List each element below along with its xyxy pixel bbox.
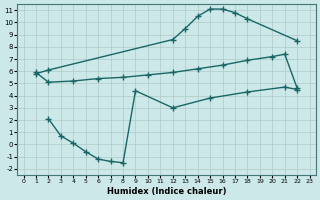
X-axis label: Humidex (Indice chaleur): Humidex (Indice chaleur) [107, 187, 226, 196]
